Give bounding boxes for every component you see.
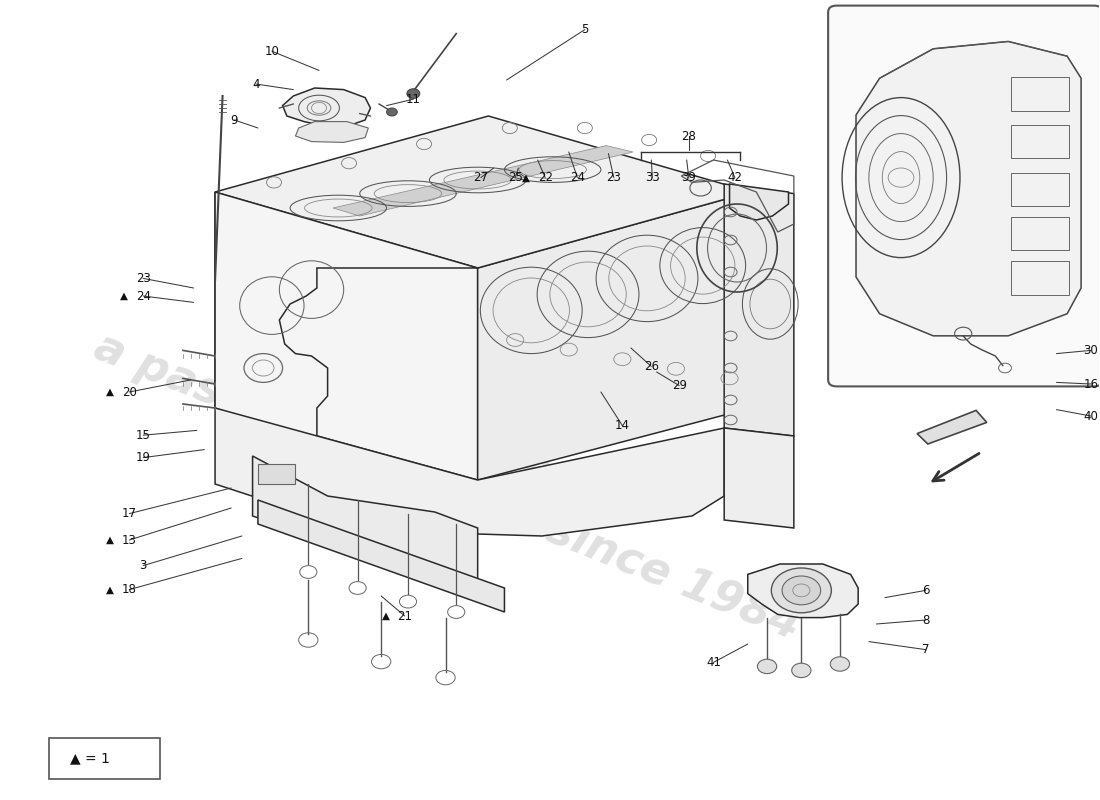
Polygon shape (856, 42, 1081, 336)
Text: 13: 13 (122, 534, 136, 546)
Circle shape (386, 108, 397, 116)
Text: 40: 40 (1084, 410, 1098, 422)
Text: 4: 4 (252, 78, 260, 90)
Text: ▲: ▲ (382, 611, 389, 621)
Circle shape (771, 568, 832, 613)
Text: 14: 14 (615, 419, 630, 432)
Polygon shape (917, 410, 987, 444)
Polygon shape (724, 428, 794, 528)
Text: 17: 17 (122, 507, 136, 520)
Circle shape (407, 89, 420, 98)
Polygon shape (216, 116, 751, 268)
Text: 27: 27 (473, 171, 488, 184)
Polygon shape (283, 88, 371, 126)
Text: 30: 30 (1084, 344, 1098, 357)
Text: 11: 11 (406, 93, 421, 106)
Text: ▲: ▲ (106, 535, 114, 545)
Polygon shape (729, 184, 789, 220)
Polygon shape (253, 456, 477, 592)
Text: 3: 3 (140, 559, 147, 572)
Text: 5: 5 (581, 23, 589, 36)
FancyBboxPatch shape (828, 6, 1100, 386)
Polygon shape (477, 192, 751, 480)
Circle shape (792, 663, 811, 678)
Text: 18: 18 (122, 583, 136, 596)
Text: ▲: ▲ (106, 585, 114, 594)
Text: 16: 16 (1084, 378, 1098, 390)
Text: 24: 24 (570, 171, 585, 184)
Text: ▲: ▲ (521, 173, 530, 182)
FancyBboxPatch shape (48, 738, 161, 779)
Text: 39: 39 (681, 171, 696, 184)
Polygon shape (257, 464, 296, 484)
Polygon shape (257, 500, 505, 612)
Text: 24: 24 (135, 290, 151, 302)
Text: ▲ = 1: ▲ = 1 (70, 751, 110, 766)
Text: 26: 26 (644, 360, 659, 373)
Polygon shape (333, 146, 634, 216)
Polygon shape (216, 408, 724, 536)
Polygon shape (724, 184, 794, 436)
Text: 29: 29 (672, 379, 686, 392)
Text: 7: 7 (922, 643, 930, 656)
Text: 20: 20 (122, 386, 136, 398)
Polygon shape (216, 192, 477, 480)
Text: 9: 9 (231, 114, 238, 126)
Polygon shape (296, 122, 369, 142)
Text: eurospares
a passion for parts since 1984: eurospares a passion for parts since 198… (88, 279, 825, 649)
Text: ▲: ▲ (106, 387, 114, 397)
Text: 25: 25 (508, 171, 522, 184)
Polygon shape (748, 564, 858, 618)
Circle shape (782, 576, 821, 605)
Text: 23: 23 (135, 272, 151, 285)
Text: 41: 41 (706, 656, 721, 669)
Text: 15: 15 (135, 429, 151, 442)
Text: 8: 8 (922, 614, 930, 626)
Circle shape (830, 657, 849, 671)
Text: 23: 23 (606, 171, 621, 184)
Text: 22: 22 (538, 171, 552, 184)
Text: 19: 19 (135, 451, 151, 464)
Text: 28: 28 (681, 130, 696, 142)
Text: 42: 42 (727, 171, 742, 184)
Text: 33: 33 (645, 171, 660, 184)
Text: ▲: ▲ (120, 291, 128, 301)
Circle shape (758, 659, 777, 674)
Polygon shape (216, 192, 477, 444)
Text: 6: 6 (922, 584, 930, 597)
Text: 10: 10 (264, 45, 279, 58)
Text: 21: 21 (397, 610, 412, 622)
